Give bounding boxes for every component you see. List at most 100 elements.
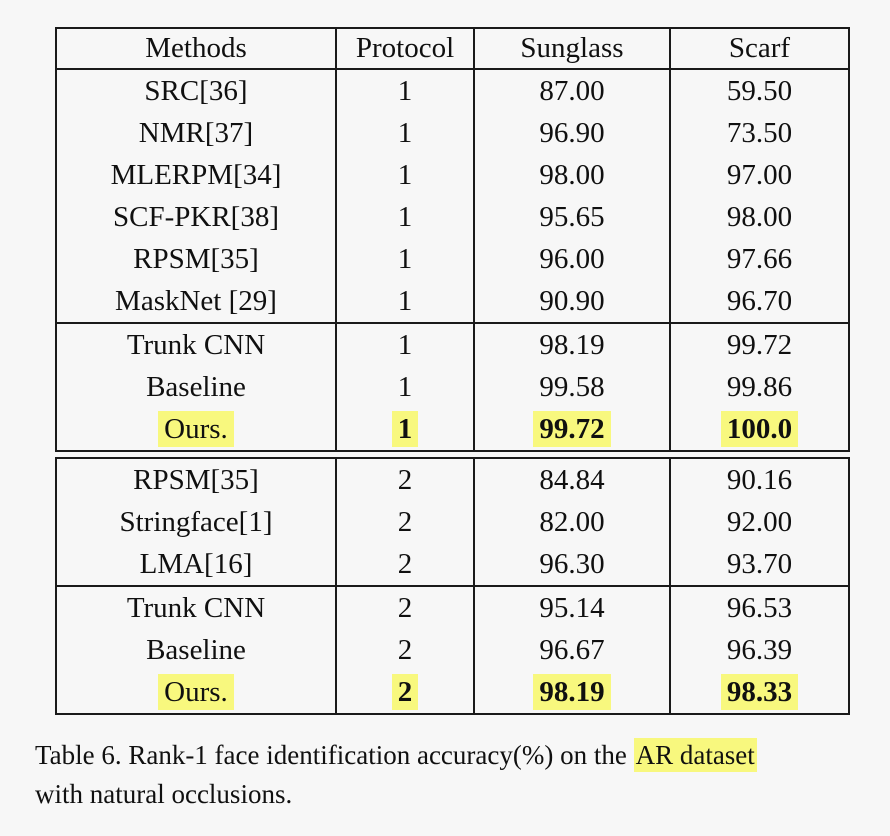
- cell-method: Trunk CNN: [56, 585, 336, 629]
- cell-method-value: NMR[37]: [138, 116, 254, 149]
- cell-protocol: 1: [335, 154, 474, 196]
- cell-sunglass-value: 87.00: [539, 74, 605, 107]
- cell-method-value: LMA[16]: [139, 547, 253, 580]
- table-row: SRC[36] 1 87.00 59.50: [56, 69, 849, 112]
- cell-sunglass-value: 98.19: [533, 673, 611, 710]
- table-row: RPSM[35] 2 84.84 90.16: [56, 458, 849, 501]
- table-row: LMA[16] 2 96.30 93.70: [56, 543, 849, 586]
- table-row: MaskNet [29] 1 90.90 96.70: [56, 280, 849, 323]
- cell-sunglass-value: 82.00: [539, 505, 605, 538]
- cell-method: RPSM[35]: [56, 458, 336, 501]
- cell-sunglass: 99.58: [473, 366, 670, 408]
- cell-protocol-value: 1: [391, 410, 419, 447]
- cell-scarf-value: 98.00: [726, 200, 793, 233]
- cell-protocol-value: 2: [397, 463, 413, 496]
- cell-method: Ours.: [56, 408, 336, 451]
- cell-sunglass-value: 96.67: [539, 633, 605, 666]
- cell-method: MLERPM[34]: [56, 154, 336, 196]
- cell-sunglass-value: 96.90: [539, 116, 605, 149]
- cell-method: MaskNet [29]: [56, 280, 336, 323]
- cell-scarf: 100.0: [669, 408, 849, 451]
- col-header-protocol: Protocol: [335, 28, 474, 70]
- cell-sunglass-value: 95.65: [539, 200, 605, 233]
- cell-method: LMA[16]: [56, 543, 336, 586]
- cell-protocol-value: 1: [397, 74, 413, 107]
- cell-scarf: 90.16: [669, 458, 849, 501]
- cell-scarf: 59.50: [669, 69, 849, 112]
- caption-highlight-ar-dataset: AR dataset: [633, 738, 757, 772]
- caption-text-suffix: with natural occlusions.: [35, 779, 293, 810]
- cell-scarf: 99.86: [669, 366, 849, 408]
- cell-protocol-value: 2: [397, 633, 413, 666]
- table-row: RPSM[35] 1 96.00 97.66: [56, 238, 849, 280]
- cell-protocol-value: 2: [391, 673, 419, 710]
- cell-scarf: 98.33: [669, 671, 849, 714]
- cell-protocol-value: 1: [397, 158, 413, 191]
- col-header-sunglass: Sunglass: [473, 28, 670, 70]
- cell-protocol: 1: [335, 322, 474, 366]
- cell-method-value: Ours.: [158, 673, 234, 710]
- cell-protocol: 1: [335, 69, 474, 112]
- cell-sunglass-value: 99.58: [539, 370, 605, 403]
- cell-scarf-value: 97.66: [726, 242, 793, 275]
- cell-protocol-value: 1: [397, 328, 413, 361]
- cell-method: Baseline: [56, 366, 336, 408]
- cell-method-value: Baseline: [146, 633, 246, 666]
- header-row: Methods Protocol Sunglass Scarf: [56, 28, 849, 70]
- table-row: Ours. 1 99.72 100.0: [56, 408, 849, 451]
- cell-scarf: 92.00: [669, 501, 849, 543]
- cell-scarf-value: 98.33: [720, 673, 799, 710]
- table-row: Trunk CNN 1 98.19 99.72: [56, 322, 849, 366]
- cell-method: NMR[37]: [56, 112, 336, 154]
- cell-scarf-value: 96.70: [726, 284, 793, 317]
- cell-scarf-value: 99.72: [726, 328, 793, 361]
- cell-protocol: 2: [335, 543, 474, 586]
- table-row: MLERPM[34] 1 98.00 97.00: [56, 154, 849, 196]
- table-row: Baseline 2 96.67 96.39: [56, 629, 849, 671]
- cell-scarf: 73.50: [669, 112, 849, 154]
- cell-sunglass: 98.00: [473, 154, 670, 196]
- cell-sunglass: 98.19: [473, 671, 670, 714]
- cell-scarf-value: 93.70: [726, 547, 793, 580]
- cell-scarf: 93.70: [669, 543, 849, 586]
- cell-method: SRC[36]: [56, 69, 336, 112]
- cell-method-value: MLERPM[34]: [110, 158, 282, 191]
- cell-method-value: SCF-PKR[38]: [113, 200, 279, 233]
- cell-sunglass-value: 99.72: [533, 410, 611, 447]
- results-table-protocol-2: RPSM[35] 2 84.84 90.16 Stringface[1] 2 82.00 92…: [55, 457, 850, 715]
- cell-sunglass-value: 90.90: [539, 284, 605, 317]
- table-row: SCF-PKR[38] 1 95.65 98.00: [56, 196, 849, 238]
- table-row: Trunk CNN 2 95.14 96.53: [56, 585, 849, 629]
- cell-scarf-value: 73.50: [726, 116, 793, 149]
- caption-text-prefix: Table 6. Rank-1 face identification accu…: [35, 740, 634, 770]
- cell-protocol-value: 2: [397, 547, 413, 580]
- table-row: Ours. 2 98.19 98.33: [56, 671, 849, 714]
- cell-protocol-value: 2: [397, 591, 413, 624]
- cell-scarf-value: 92.00: [726, 505, 793, 538]
- table-row: Baseline 1 99.58 99.86: [56, 366, 849, 408]
- results-table-protocol-1: Methods Protocol Sunglass Scarf SRC[36] 1…: [55, 27, 850, 452]
- cell-sunglass-value: 95.14: [539, 591, 605, 624]
- cell-method-value: Trunk CNN: [126, 328, 266, 361]
- cell-method: Ours.: [56, 671, 336, 714]
- cell-sunglass-value: 96.30: [539, 547, 605, 580]
- cell-protocol-value: 1: [397, 242, 413, 275]
- cell-method-value: Baseline: [146, 370, 246, 403]
- cell-sunglass-value: 84.84: [539, 463, 605, 496]
- cell-protocol-value: 2: [397, 505, 413, 538]
- cell-scarf-value: 59.50: [726, 74, 793, 107]
- cell-method-value: MaskNet [29]: [115, 284, 277, 317]
- cell-sunglass: 95.14: [473, 585, 670, 629]
- cell-method-value: Stringface[1]: [119, 505, 273, 538]
- cell-sunglass: 82.00: [473, 501, 670, 543]
- cell-protocol-value: 1: [397, 284, 413, 317]
- cell-scarf: 98.00: [669, 196, 849, 238]
- cell-protocol: 2: [335, 458, 474, 501]
- cell-sunglass: 98.19: [473, 322, 670, 366]
- cell-sunglass: 96.67: [473, 629, 670, 671]
- cell-sunglass-value: 96.00: [539, 242, 605, 275]
- cell-protocol: 2: [335, 629, 474, 671]
- cell-scarf: 96.70: [669, 280, 849, 323]
- cell-protocol: 1: [335, 196, 474, 238]
